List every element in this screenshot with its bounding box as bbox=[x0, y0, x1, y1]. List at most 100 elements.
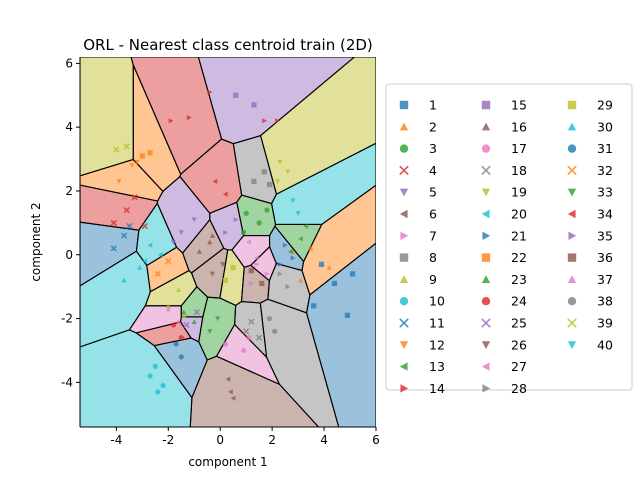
legend-marker bbox=[567, 100, 577, 110]
data-point-class-12 bbox=[129, 163, 135, 169]
legend-item: 32 bbox=[567, 163, 613, 178]
decision-region-38 bbox=[259, 298, 340, 427]
y-tick-label: -2 bbox=[61, 312, 73, 326]
x-tick-label: -4 bbox=[110, 433, 122, 447]
legend-label: 9 bbox=[429, 272, 437, 287]
legend-label: 5 bbox=[429, 185, 437, 200]
legend-marker bbox=[400, 231, 409, 240]
data-point-class-10 bbox=[147, 373, 153, 379]
legend-label: 36 bbox=[597, 250, 613, 265]
legend-marker bbox=[481, 165, 491, 176]
legend-label: 40 bbox=[597, 337, 613, 352]
data-point-class-40 bbox=[295, 211, 301, 216]
legend-marker bbox=[567, 275, 577, 283]
data-point-class-17 bbox=[246, 335, 252, 341]
legend-item: 40 bbox=[567, 337, 613, 352]
data-point-class-6 bbox=[230, 395, 236, 401]
legend-label: 12 bbox=[429, 337, 445, 352]
data-point-class-36 bbox=[259, 280, 265, 287]
legend-label: 16 bbox=[511, 119, 527, 134]
legend-marker bbox=[568, 231, 577, 240]
legend-marker bbox=[567, 253, 577, 262]
data-point-class-26 bbox=[220, 262, 226, 267]
legend-label: 31 bbox=[597, 141, 613, 156]
legend-marker bbox=[481, 100, 491, 110]
legend-label: 37 bbox=[597, 272, 613, 287]
data-point-class-39 bbox=[123, 143, 130, 150]
legend-marker bbox=[567, 122, 577, 131]
x-axis: -4 -2 0 2 4 6 bbox=[80, 426, 380, 447]
legend-label: 18 bbox=[511, 163, 527, 178]
legend-marker bbox=[567, 341, 577, 349]
data-point-class-4 bbox=[110, 219, 117, 227]
legend-item: 38 bbox=[567, 294, 613, 309]
data-point-class-1 bbox=[311, 303, 317, 309]
legend-item: 10 bbox=[399, 294, 445, 309]
legend-marker bbox=[482, 384, 491, 393]
y-tick-label: -4 bbox=[61, 375, 73, 389]
x-tick-label: 2 bbox=[268, 433, 276, 447]
legend-label: 26 bbox=[511, 337, 527, 352]
legend-label: 30 bbox=[597, 119, 613, 134]
decision-region-32 bbox=[146, 246, 190, 293]
data-point-class-8 bbox=[266, 181, 273, 188]
data-point-class-9 bbox=[165, 303, 171, 309]
legend-marker bbox=[399, 362, 408, 371]
scatter-points bbox=[110, 89, 356, 401]
data-point-class-5 bbox=[191, 217, 197, 223]
data-point-class-14 bbox=[262, 118, 267, 124]
legend-item: 1 bbox=[399, 98, 437, 113]
data-point-class-20 bbox=[147, 242, 153, 248]
legend-item: 22 bbox=[481, 250, 527, 265]
y-tick-label: 6 bbox=[65, 56, 73, 70]
data-point-class-19 bbox=[277, 160, 283, 165]
decision-region-39 bbox=[80, 57, 134, 177]
y-axis: -4 -2 0 2 4 6 bbox=[61, 56, 81, 427]
decision-regions bbox=[80, 57, 376, 427]
y-tick-label: 4 bbox=[65, 120, 73, 134]
data-point-class-7 bbox=[264, 271, 270, 277]
legend-label: 4 bbox=[429, 163, 437, 178]
legend-label: 25 bbox=[511, 316, 527, 331]
legend-item: 20 bbox=[481, 207, 527, 222]
legend-marker bbox=[481, 362, 490, 371]
data-point-class-22 bbox=[139, 153, 145, 159]
data-point-class-25 bbox=[183, 321, 190, 329]
legend-marker bbox=[481, 341, 491, 349]
legend-marker bbox=[399, 253, 409, 262]
legend-label: 27 bbox=[511, 359, 527, 374]
legend-marker bbox=[567, 209, 576, 219]
data-point-class-4 bbox=[123, 206, 130, 214]
legend-marker bbox=[481, 188, 491, 197]
data-point-class-2 bbox=[308, 245, 314, 251]
x-tick-label: 6 bbox=[372, 433, 380, 447]
legend-item: 5 bbox=[399, 185, 437, 200]
legend-marker bbox=[481, 318, 491, 328]
legend-item: 35 bbox=[568, 228, 613, 243]
data-point-class-3 bbox=[243, 210, 249, 216]
data-point-class-24 bbox=[178, 335, 184, 341]
legend-marker bbox=[400, 384, 409, 393]
data-point-class-19 bbox=[274, 179, 280, 184]
legend-marker bbox=[567, 318, 577, 328]
data-point-class-35 bbox=[223, 229, 229, 236]
data-point-class-21 bbox=[282, 242, 288, 248]
legend-item: 2 bbox=[399, 119, 437, 134]
data-point-class-11 bbox=[126, 222, 133, 230]
data-point-class-8 bbox=[251, 178, 257, 184]
data-point-class-30 bbox=[137, 264, 143, 270]
y-axis-label: component 2 bbox=[29, 202, 43, 281]
legend-item: 26 bbox=[481, 337, 527, 352]
data-point-class-16 bbox=[196, 248, 203, 254]
legend-item: 23 bbox=[481, 272, 527, 287]
data-point-class-3 bbox=[264, 207, 270, 213]
data-point-class-27 bbox=[246, 239, 251, 245]
legend-label: 14 bbox=[429, 381, 445, 396]
data-point-class-18 bbox=[248, 318, 255, 325]
data-point-class-38 bbox=[272, 328, 278, 334]
data-point-class-22 bbox=[147, 150, 153, 156]
legend-label: 13 bbox=[429, 359, 445, 374]
data-point-class-10 bbox=[160, 382, 166, 389]
data-point-class-5 bbox=[170, 239, 177, 245]
legend-marker bbox=[481, 253, 491, 262]
